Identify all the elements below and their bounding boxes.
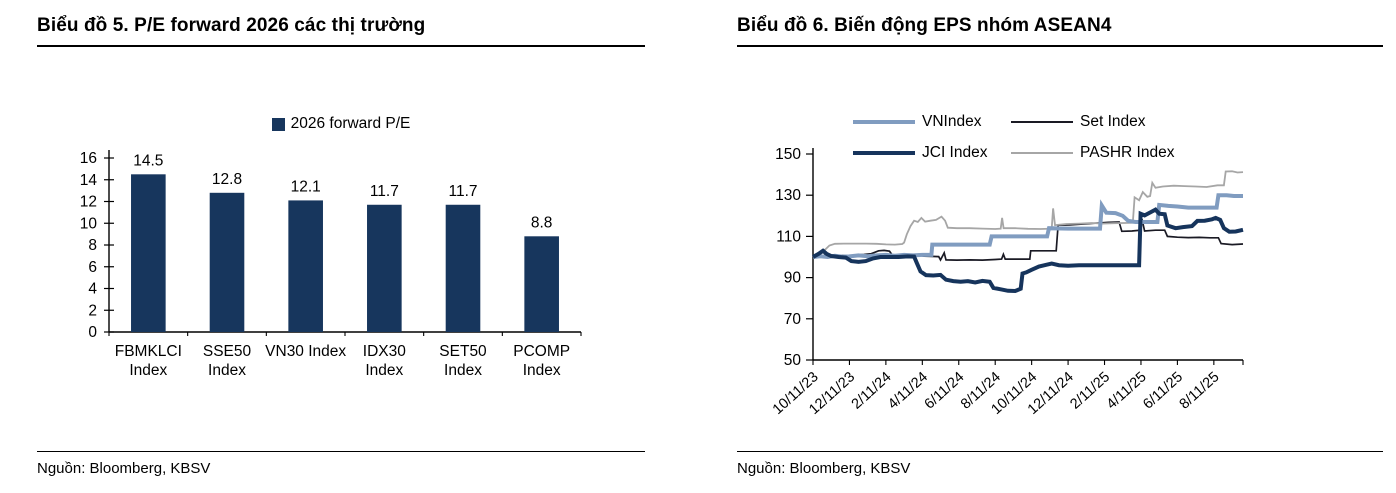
x-category-label: SET50 <box>439 343 487 360</box>
x-category-label: FBMKLCI <box>115 343 182 360</box>
legend-line-swatch <box>853 120 915 124</box>
x-category-label: Index <box>523 362 561 379</box>
legend-line-swatch <box>1011 121 1073 123</box>
y-tick-label: 70 <box>784 311 802 328</box>
y-tick-label: 6 <box>88 259 97 276</box>
legend-item-pashr-index: PASHR Index <box>1011 144 1201 162</box>
series-line-set-index <box>812 218 1244 262</box>
x-category-label: Index <box>365 362 403 379</box>
bar-x-axis <box>108 331 582 336</box>
bars: 14.5 FBMKLCI Index 12.8 SSE50 Index 12.1 VN30 I… <box>115 152 570 379</box>
legend-label: PASHR Index <box>1080 144 1175 161</box>
legend-line-swatch <box>853 151 915 155</box>
bar-vn30-index <box>288 200 323 332</box>
series-line-jci-index <box>812 207 1244 294</box>
series-line-pashr-index <box>812 170 1244 258</box>
y-tick-label: 50 <box>784 352 802 369</box>
legend-item-jci-index: JCI Index <box>853 144 1011 162</box>
bar-fbmklci-index <box>131 174 166 332</box>
bar-idx30-index <box>367 204 402 332</box>
chart-title-left: Biểu đồ 5. P/E forward 2026 các thị trườ… <box>37 14 645 47</box>
x-tick-label: 4/11/25 <box>1104 369 1150 413</box>
bar-chart-svg: 0 2 4 6 8 10 12 14 16 14.5 FBMKLCI Index 12.8 SSE50 In… <box>80 150 582 379</box>
y-tick-label: 110 <box>776 228 801 245</box>
series-line-vnindex <box>812 193 1243 260</box>
legend-label: 2026 forward P/E <box>290 115 411 132</box>
y-tick-label: 150 <box>775 146 801 163</box>
x-category-label: Index <box>129 362 167 379</box>
bar-value-label: 11.7 <box>370 183 399 200</box>
source-note-right: Nguồn: Bloomberg, KBSV <box>737 451 1383 493</box>
chart-title-right: Biểu đồ 6. Biến động EPS nhóm ASEAN4 <box>737 14 1383 47</box>
bar-value-label: 11.7 <box>448 183 477 200</box>
legend-item-vnindex: VNIndex <box>853 113 1011 131</box>
x-tick-label: 2/11/25 <box>1067 369 1113 413</box>
x-tick-label: 6/11/24 <box>922 369 968 413</box>
legend-line-swatch <box>1011 152 1073 154</box>
bar-chart-body: 2026 forward P/E 0 2 4 6 8 10 12 14 16 14.5 FBMKLC… <box>37 47 645 447</box>
bar-pcomp-index <box>524 236 559 332</box>
bar-value-label: 8.8 <box>531 214 553 231</box>
legend-item-set-index: Set Index <box>1011 113 1201 131</box>
bar-chart-legend: 2026 forward P/E <box>37 115 645 133</box>
legend-label: VNIndex <box>922 113 982 130</box>
y-tick-label: 130 <box>775 187 801 204</box>
y-tick-label: 0 <box>88 324 97 341</box>
legend-label: Set Index <box>1080 113 1146 130</box>
series-lines <box>812 170 1244 294</box>
y-tick-label: 10 <box>80 215 98 232</box>
line-chart-body: VNIndex Set Index JCI Index PASHR Index 50 7… <box>737 47 1383 447</box>
line-y-axis: 50 70 90 110 130 150 <box>775 146 814 369</box>
line-x-axis: 10/11/2312/11/232/11/244/11/246/11/248/1… <box>770 359 1244 418</box>
x-tick-label: 4/11/24 <box>885 369 931 413</box>
bar-set50-index <box>445 204 481 332</box>
y-tick-label: 14 <box>80 172 98 189</box>
legend-label: JCI Index <box>922 144 988 161</box>
line-chart-legend: VNIndex Set Index JCI Index PASHR Index <box>853 113 1201 162</box>
x-category-label: SSE50 <box>203 343 252 360</box>
bar-value-label: 12.8 <box>212 171 242 188</box>
x-category-label: Index <box>444 362 482 379</box>
bar-y-axis: 0 2 4 6 8 10 12 14 16 <box>80 150 114 341</box>
bar-sse50-index <box>209 192 245 332</box>
pe-forward-chart-panel: Biểu đồ 5. P/E forward 2026 các thị trườ… <box>37 14 645 493</box>
eps-asean4-chart-panel: Biểu đồ 6. Biến động EPS nhóm ASEAN4 VNI… <box>737 14 1383 493</box>
x-tick-label: 6/11/25 <box>1140 369 1186 413</box>
bar-value-label: 12.1 <box>291 178 321 195</box>
x-category-label: PCOMP <box>513 343 570 360</box>
y-tick-label: 2 <box>88 302 97 319</box>
bar-value-label: 14.5 <box>133 152 163 169</box>
legend-swatch <box>271 117 285 131</box>
y-tick-label: 4 <box>88 281 97 298</box>
x-tick-label: 8/11/25 <box>1177 369 1223 413</box>
x-category-label: VN30 Index <box>265 343 346 360</box>
x-category-label: Index <box>208 362 246 379</box>
y-tick-label: 12 <box>80 194 97 211</box>
y-tick-label: 90 <box>784 270 802 287</box>
y-tick-label: 16 <box>80 150 97 167</box>
line-chart-svg: 50 70 90 110 130 150 10/11/2312/11/232/11/244/… <box>770 146 1244 418</box>
y-tick-label: 8 <box>88 237 97 254</box>
x-tick-label: 2/11/24 <box>849 369 895 413</box>
x-category-label: IDX30 <box>363 343 406 360</box>
source-note-left: Nguồn: Bloomberg, KBSV <box>37 451 645 493</box>
